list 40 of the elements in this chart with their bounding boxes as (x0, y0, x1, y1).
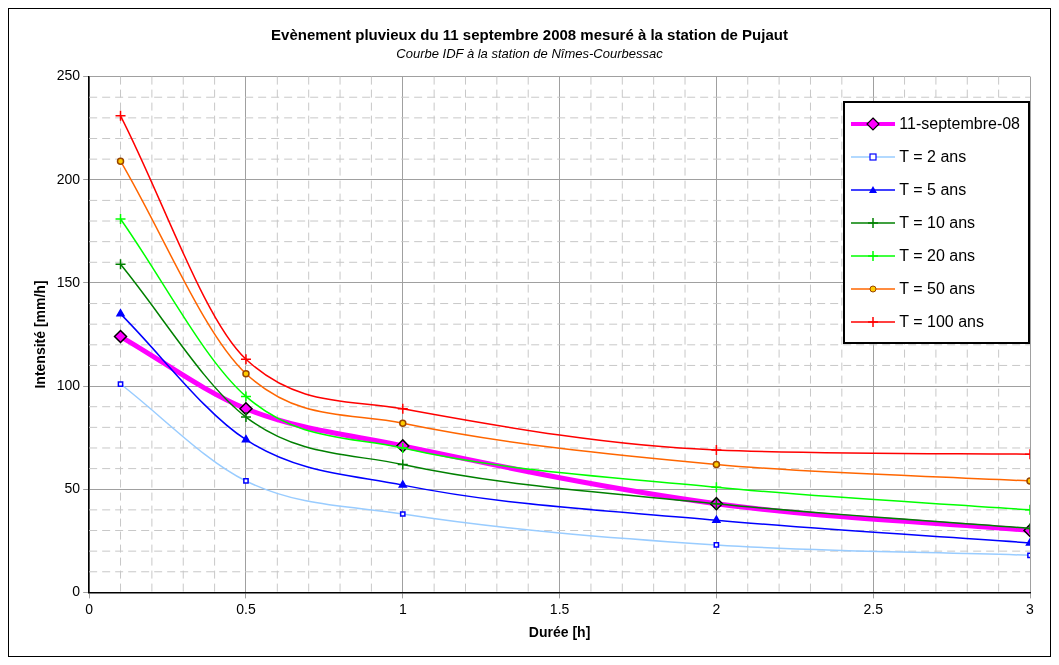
y-tick-label: 150 (56, 273, 81, 290)
legend-label: 11-septembre-08 (899, 114, 1020, 132)
y-tick-label: 200 (56, 170, 81, 187)
point (240, 353, 252, 366)
y-axis-title: Intensité [mm/h] (32, 280, 49, 389)
legend-label: T = 10 ans (899, 213, 976, 231)
chart-title: Evènement pluvieux du 11 septembre 2008 mesuré à la station de Pujaut (271, 26, 788, 44)
point (710, 481, 723, 493)
point (239, 402, 253, 416)
y-tick-label: 250 (56, 67, 81, 84)
point (397, 403, 409, 415)
point (710, 444, 723, 456)
x-tick-label: 2.5 (863, 600, 884, 617)
point (114, 110, 127, 122)
x-tick-label: 3 (1026, 600, 1035, 617)
legend-label: T = 5 ans (899, 180, 967, 198)
point (240, 390, 252, 403)
y-tick-label: 0 (72, 583, 81, 600)
point (240, 411, 252, 423)
point (241, 434, 251, 443)
point (397, 458, 409, 471)
point (116, 309, 125, 317)
y-tick-label: 100 (56, 376, 81, 393)
x-tick-label: 0 (85, 600, 94, 617)
point (114, 258, 127, 271)
x-tick-label: 2 (712, 600, 721, 617)
chart-subtitle: Courbe IDF à la station de Nîmes-Courbessac (396, 46, 664, 62)
legend-label: T = 2 ans (899, 147, 967, 165)
y-tick-label: 50 (64, 480, 81, 497)
point (712, 515, 721, 523)
legend-label: T = 50 ans (899, 279, 976, 297)
x-axis-title: Durée [h] (528, 624, 591, 641)
point (114, 213, 127, 225)
legend-label: T = 20 ans (899, 246, 976, 264)
legend-label: T = 100 ans (899, 312, 984, 330)
point (398, 480, 407, 488)
point (113, 329, 128, 344)
x-tick-label: 0.5 (236, 600, 256, 617)
x-tick-label: 1 (398, 600, 407, 617)
x-tick-label: 1.5 (549, 600, 570, 617)
